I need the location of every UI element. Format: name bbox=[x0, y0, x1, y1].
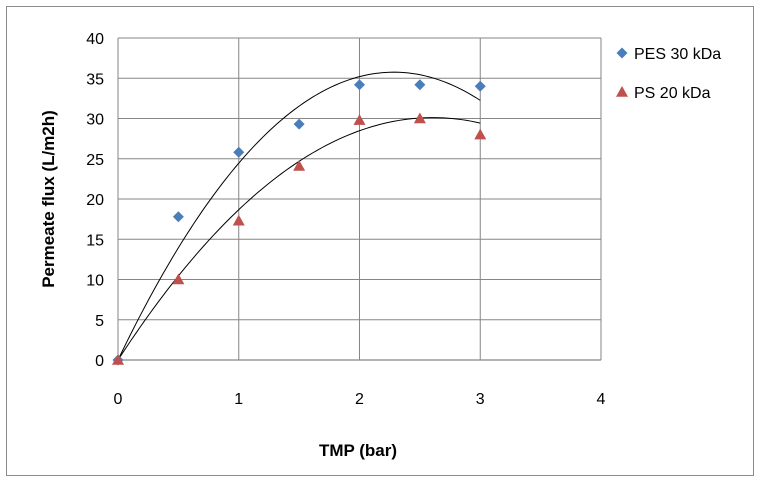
legend: PES 30 kDa PS 20 kDa bbox=[616, 46, 721, 102]
ps-data-point bbox=[232, 214, 245, 226]
ps-data-point bbox=[413, 112, 426, 124]
y-axis-title: Permeate flux (L/m2h) bbox=[39, 110, 58, 288]
y-tick-label: 25 bbox=[86, 152, 104, 169]
x-tick-labels: 0 1 2 3 4 bbox=[114, 391, 606, 408]
x-tick-label: 0 bbox=[114, 391, 123, 408]
pes-data-point bbox=[354, 79, 365, 91]
legend-label: PS 20 kDa bbox=[634, 85, 711, 102]
trendline bbox=[117, 71, 481, 361]
data-points bbox=[112, 79, 487, 366]
pes-data-point bbox=[233, 146, 245, 158]
y-tick-label: 15 bbox=[86, 232, 104, 249]
y-tick-label: 5 bbox=[95, 313, 104, 330]
chart-frame bbox=[6, 6, 754, 476]
y-tick-label: 0 bbox=[95, 353, 104, 370]
x-tick-label: 3 bbox=[476, 391, 485, 408]
y-tick-label: 35 bbox=[86, 71, 104, 88]
x-axis-title: TMP (bar) bbox=[319, 441, 397, 460]
y-tick-label: 10 bbox=[86, 273, 104, 290]
ps-data-point bbox=[293, 159, 306, 171]
legend-marker bbox=[616, 86, 628, 97]
ps-data-point bbox=[353, 114, 366, 125]
ps-data-point bbox=[474, 128, 487, 140]
pes-data-point bbox=[414, 79, 426, 91]
ps-data-point bbox=[172, 273, 185, 285]
legend-marker bbox=[616, 47, 628, 59]
legend-label: PES 30 kDa bbox=[634, 46, 721, 63]
y-tick-labels: 0 5 10 15 20 25 30 35 40 bbox=[86, 31, 104, 370]
y-tick-label: 30 bbox=[86, 112, 104, 129]
pes-data-point bbox=[293, 118, 305, 130]
pes-data-point bbox=[172, 211, 184, 223]
trendlines bbox=[117, 71, 481, 361]
y-tick-label: 20 bbox=[86, 192, 104, 209]
x-tick-label: 4 bbox=[597, 391, 606, 408]
y-tick-label: 40 bbox=[86, 31, 104, 48]
x-tick-label: 1 bbox=[234, 391, 243, 408]
ps-data-point bbox=[112, 354, 124, 365]
pes-data-point bbox=[474, 80, 486, 92]
grid-lines bbox=[117, 37, 602, 361]
x-tick-label: 2 bbox=[355, 391, 364, 408]
